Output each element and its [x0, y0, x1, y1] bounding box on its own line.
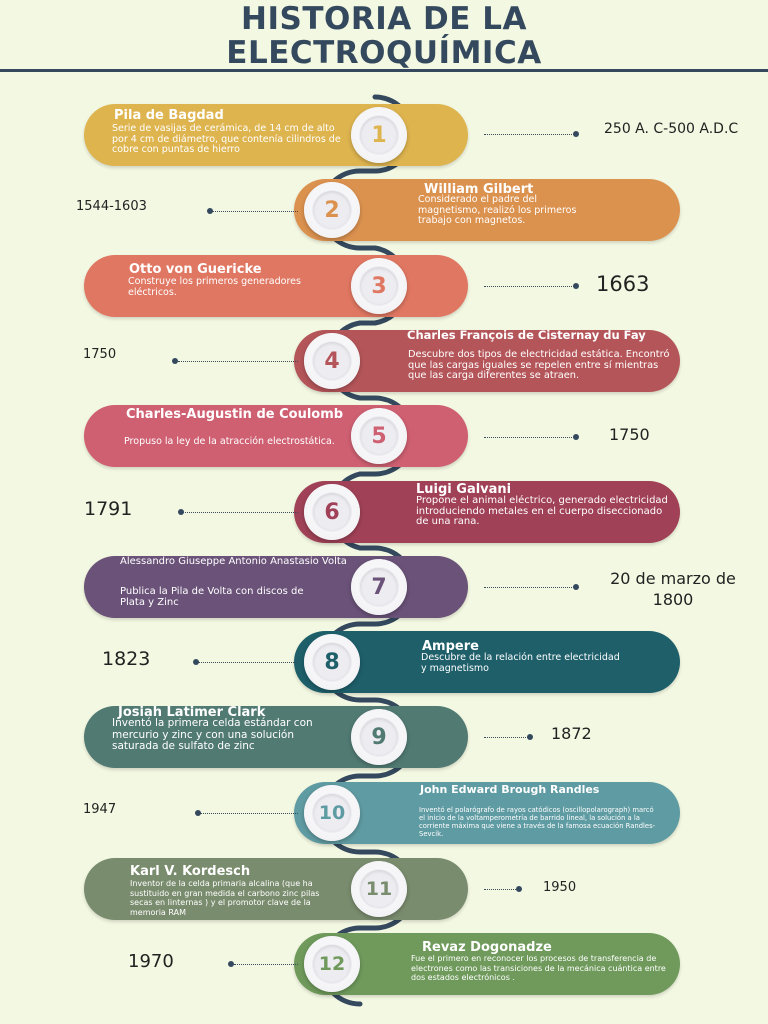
item-date: 1872	[551, 724, 592, 743]
item-title: Charles François de Cisternay du Fay	[407, 330, 646, 342]
connector-dot	[516, 886, 522, 892]
step-circle-10: 10	[304, 785, 360, 841]
item-description: Descubre de la relación entre electricid…	[421, 652, 620, 674]
date-connector	[178, 361, 298, 362]
connector-dot	[573, 584, 579, 590]
date-connector	[183, 512, 298, 513]
date-connector	[484, 889, 520, 890]
item-date: 1970	[128, 951, 174, 972]
step-number: 1	[360, 116, 398, 154]
step-circle-6: 6	[304, 484, 360, 540]
connector-dot	[527, 734, 533, 740]
step-circle-4: 4	[304, 333, 360, 389]
item-date: 20 de marzo de 1800	[610, 569, 736, 609]
item-description: Construye los primeros generadores eléct…	[128, 276, 301, 298]
step-circle-8: 8	[304, 634, 360, 690]
item-title: Otto von Guericke	[129, 262, 262, 277]
date-connector	[198, 662, 298, 663]
date-connector	[200, 813, 298, 814]
step-number: 10	[313, 794, 351, 832]
item-date: 1823	[102, 648, 151, 670]
title-divider	[0, 69, 768, 72]
item-description: Considerado el padre del magnetismo, rea…	[418, 194, 577, 226]
step-circle-9: 9	[351, 709, 407, 765]
step-number: 7	[360, 568, 398, 606]
step-number: 12	[313, 945, 351, 983]
item-description: Publica la Pila de Volta con discos de P…	[120, 586, 304, 608]
step-circle-1: 1	[351, 107, 407, 163]
timeline-item-4: Charles François de Cisternay du Fay Des…	[294, 330, 680, 392]
step-circle-5: 5	[351, 408, 407, 464]
timeline-item-9: Josiah Latimer Clark Inventó la primera …	[84, 706, 468, 768]
step-number: 11	[360, 870, 398, 908]
date-connector	[484, 437, 576, 438]
item-description: Inventó la primera celda estándar con me…	[112, 717, 313, 752]
item-description: Propone el animal eléctrico, generado el…	[416, 495, 668, 527]
item-date: 1750	[609, 425, 650, 444]
connector-dot	[172, 358, 178, 364]
step-number: 3	[360, 267, 398, 305]
connector-dot	[195, 810, 201, 816]
step-circle-11: 11	[351, 861, 407, 917]
item-title: Alessandro Giuseppe Antonio Anastasio Vo…	[120, 556, 347, 567]
step-number: 6	[313, 493, 351, 531]
timeline-item-1: Pila de Bagdad Serie de vasijas de cerám…	[84, 104, 468, 166]
timeline-item-3: Otto von Guericke Construye los primeros…	[84, 255, 468, 317]
connector-dot	[193, 659, 199, 665]
item-date: 1544-1603	[76, 199, 147, 214]
item-title: William Gilbert	[424, 182, 534, 197]
item-title: Josiah Latimer Clark	[118, 706, 266, 720]
item-description: Propuso la ley de la atracción electrost…	[124, 436, 335, 447]
item-date: 1791	[84, 498, 133, 520]
item-date: 1950	[543, 880, 577, 895]
item-title: Pila de Bagdad	[114, 108, 224, 123]
item-description: Fue el primero en reconocer los procesos…	[411, 954, 666, 982]
item-description: Serie de vasijas de cerámica, de 14 cm d…	[112, 123, 341, 155]
item-title: Luigi Galvani	[416, 482, 512, 497]
step-number: 8	[313, 643, 351, 681]
connector-dot	[573, 283, 579, 289]
item-title: Charles-Augustin de Coulomb	[126, 407, 344, 422]
date-connector	[484, 134, 576, 135]
timeline-item-7: Alessandro Giuseppe Antonio Anastasio Vo…	[84, 556, 468, 618]
item-description: Inventó el polarógrafo de rayos catódico…	[419, 806, 656, 838]
item-date: 1750	[83, 347, 117, 362]
date-connector	[484, 737, 530, 738]
timeline-item-5: Charles-Augustin de Coulomb Propuso la l…	[84, 405, 468, 467]
item-date: 1947	[83, 802, 117, 817]
item-date: 250 A. C-500 A.D.C	[604, 121, 739, 137]
item-date: 1663	[596, 272, 650, 296]
step-circle-3: 3	[351, 258, 407, 314]
timeline-item-11: Karl V. Kordesch Inventor de la celda pr…	[84, 858, 468, 920]
date-connector	[212, 211, 298, 212]
date-connector	[484, 587, 576, 588]
connector-dot	[228, 961, 234, 967]
item-title: John Edward Brough Randles	[420, 783, 600, 796]
title-line-2: ELECTROQUÍMICA	[226, 35, 542, 71]
step-circle-7: 7	[351, 559, 407, 615]
date-connector	[484, 286, 576, 287]
title-line-1: HISTORIA DE LA	[241, 1, 527, 37]
step-circle-12: 12	[304, 936, 360, 992]
step-number: 9	[360, 718, 398, 756]
item-description: Descubre dos tipos de electricidad estát…	[408, 349, 670, 381]
connector-dot	[178, 509, 184, 515]
date-connector	[234, 964, 298, 965]
connector-dot	[573, 434, 579, 440]
item-title: Karl V. Kordesch	[130, 864, 251, 879]
connector-dot	[207, 208, 213, 214]
step-number: 2	[313, 191, 351, 229]
item-title: Ampere	[422, 639, 479, 654]
step-circle-2: 2	[304, 182, 360, 238]
item-description: Inventor de la celda primaria alcalina (…	[130, 879, 320, 917]
connector-dot	[573, 131, 579, 137]
step-number: 4	[313, 342, 351, 380]
step-number: 5	[360, 417, 398, 455]
item-title: Revaz Dogonadze	[422, 940, 552, 955]
